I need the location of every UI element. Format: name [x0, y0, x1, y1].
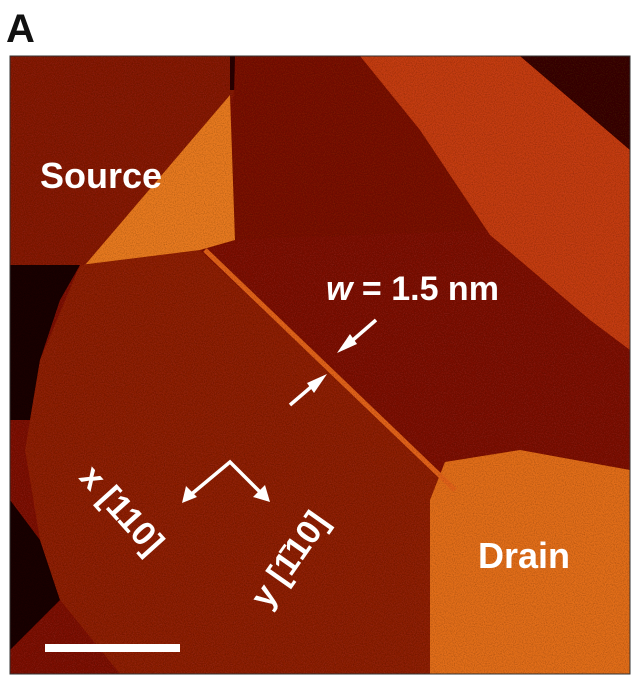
width-symbol: w: [326, 270, 355, 308]
page: {"panel_label": "A", "labels": {"source"…: [0, 0, 637, 678]
drain-label: Drain: [478, 535, 570, 576]
source-label: Source: [40, 155, 162, 196]
stm-image: [10, 56, 630, 674]
width-value: = 1.5 nm: [362, 270, 499, 308]
figure: A Source Drain w = 1.5 nm x [110] y [1̄1…: [0, 0, 637, 678]
width-label: w = 1.5 nm: [326, 270, 499, 308]
panel-label: A: [6, 7, 35, 51]
